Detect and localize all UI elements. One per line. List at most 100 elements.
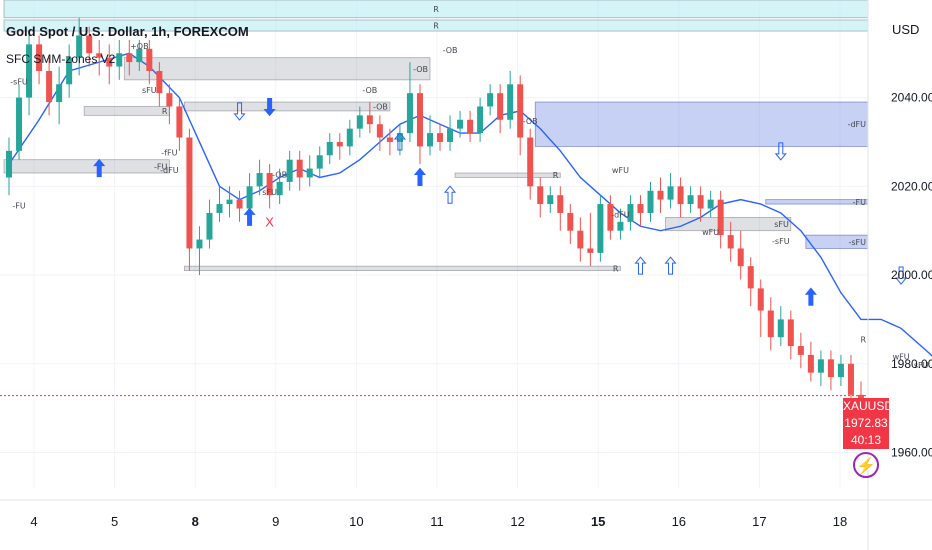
candle-body: [386, 137, 393, 142]
arrow-up-icon: [413, 167, 427, 186]
candle-body: [306, 168, 313, 178]
candle-body: [336, 141, 343, 147]
zone-label: R: [433, 5, 439, 14]
y-tick-label: 2000.00: [891, 268, 932, 282]
lightning-icon[interactable]: ⚡: [853, 452, 879, 478]
zone-label: R: [162, 107, 168, 116]
x-tick-label: 15: [591, 514, 605, 529]
candle-body: [827, 359, 834, 378]
candle-body: [46, 70, 53, 103]
candle-body: [567, 212, 574, 231]
candle-body: [747, 266, 754, 289]
candle-body: [437, 133, 444, 142]
zone-box: [534, 101, 869, 147]
candle-body: [186, 137, 193, 249]
candle-body: [286, 159, 293, 182]
candle-body: [296, 159, 303, 178]
x-tick-label: 8: [192, 514, 199, 529]
zone-label: sFU: [774, 220, 789, 229]
x-tick-label: 10: [349, 514, 363, 529]
candle-body: [777, 319, 784, 338]
price-tag-price: 1972.83: [844, 416, 888, 430]
x-tick-label: 4: [30, 514, 37, 529]
signal-label: -fFU: [161, 148, 177, 157]
arrow-up-icon: [634, 256, 647, 275]
candle-body: [236, 199, 243, 209]
arrow-up-icon: [443, 185, 457, 204]
arrow-down-icon: [233, 102, 246, 121]
candle-body: [537, 186, 544, 205]
candle-body: [607, 204, 614, 231]
x-tick-label: 18: [833, 514, 847, 529]
arrow-down-icon: [263, 97, 276, 117]
zone-label: -sFU: [848, 238, 866, 247]
candle-body: [356, 115, 363, 129]
candle-body: [16, 97, 23, 151]
markers: -OB -OB -OB -fFU -dFU sFU -sFU wFU sFU -OB -dFU wFU…: [10, 42, 928, 370]
candle-body: [527, 137, 534, 187]
candle-body: [196, 239, 203, 249]
candle-body: [116, 53, 123, 67]
candle-body: [76, 35, 83, 58]
candle-body: [657, 190, 664, 200]
candle-body: [406, 93, 413, 134]
candle-body: [226, 199, 233, 205]
candle-body: [176, 106, 183, 138]
indicator-label[interactable]: SFC SMM-zones V2: [6, 52, 116, 66]
x-tick-label: 12: [510, 514, 524, 529]
x-tick-label: 17: [752, 514, 766, 529]
arrow-down-icon: [774, 142, 787, 161]
candle-body: [577, 230, 584, 249]
candle-body: [216, 204, 223, 213]
candle-body: [857, 394, 864, 400]
candle-body: [547, 195, 554, 205]
zone-box: [184, 265, 621, 272]
signal-label: -OB: [362, 86, 377, 95]
arrow-up-icon: [804, 287, 817, 306]
candle-body: [206, 212, 213, 240]
zone-label: -OB: [413, 65, 428, 74]
zone-label: -OB: [373, 102, 388, 111]
candle-body: [6, 150, 13, 178]
signal-label: sFU: [142, 86, 157, 95]
candle-body: [86, 35, 93, 54]
candle-body: [66, 57, 73, 85]
zone-box: [454, 172, 561, 178]
signal-label: wFU: [612, 166, 629, 175]
signal-label: wFU: [893, 352, 910, 361]
candle-body: [416, 93, 423, 147]
candles: [6, 17, 864, 409]
candle-body: [807, 354, 814, 373]
y-tick-label: 1960.00: [891, 446, 932, 460]
candle-body: [647, 190, 654, 213]
candle-body: [326, 141, 333, 156]
zone-label: -FU: [154, 162, 167, 171]
candle-body: [457, 119, 464, 129]
arrow-up-icon: [664, 256, 677, 275]
signal-label: -dFU: [611, 210, 630, 219]
zone-label: R: [613, 264, 619, 273]
candle-body: [587, 248, 594, 253]
candle-body: [837, 363, 844, 378]
y-tick-label: 2040.00: [891, 91, 932, 105]
candle-body: [376, 124, 383, 138]
candle-body: [727, 235, 734, 249]
currency-label: USD: [892, 22, 920, 37]
candle-body: [256, 173, 263, 187]
signal-label: -dFU: [160, 166, 179, 175]
signal-label: -FU: [12, 202, 25, 211]
candle-body: [396, 133, 403, 142]
candle-body: [687, 195, 694, 205]
candle-body: [797, 346, 804, 355]
zone-box: [665, 216, 792, 232]
arrow-up-icon: [93, 158, 106, 178]
candle-body: [106, 57, 113, 67]
candle-body: [316, 155, 323, 169]
candle-body: [366, 115, 373, 125]
candle-body: [757, 288, 764, 311]
candle-body: [96, 53, 103, 58]
candle-body: [126, 53, 133, 63]
candle-body: [637, 204, 644, 213]
